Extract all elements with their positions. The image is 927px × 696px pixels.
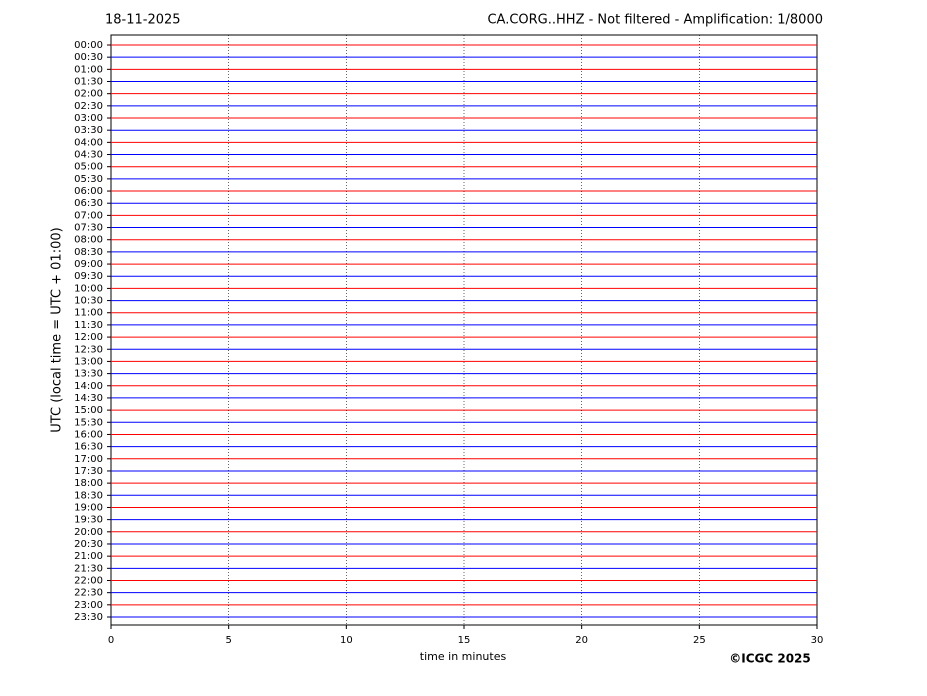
y-tick-label: 00:00 — [74, 40, 103, 51]
y-tick-label: 13:30 — [74, 369, 103, 380]
y-tick-label: 01:30 — [74, 77, 103, 88]
y-tick-label: 18:30 — [74, 490, 103, 501]
y-tick-label: 10:30 — [74, 296, 103, 307]
y-tick-label: 21:30 — [74, 563, 103, 574]
credit: ©ICGC 2025 — [729, 652, 811, 666]
y-tick-label: 17:00 — [74, 454, 103, 465]
y-tick-label: 03:30 — [74, 125, 103, 136]
y-tick-label: 05:30 — [74, 174, 103, 185]
y-tick-label: 03:00 — [74, 113, 103, 124]
y-tick-label: 17:30 — [74, 466, 103, 477]
y-tick-label: 14:00 — [74, 381, 103, 392]
x-tick-label: 20 — [575, 635, 588, 646]
y-tick-label: 19:00 — [74, 502, 103, 513]
y-tick-label: 04:30 — [74, 150, 103, 161]
y-tick-label: 09:00 — [74, 259, 103, 270]
x-tick-label: 25 — [693, 635, 706, 646]
y-tick-label: 18:00 — [74, 478, 103, 489]
y-tick-label: 04:00 — [74, 137, 103, 148]
y-tick-label: 23:00 — [74, 600, 103, 611]
y-tick-label: 07:00 — [74, 210, 103, 221]
y-tick-label: 08:30 — [74, 247, 103, 258]
y-tick-label: 12:00 — [74, 332, 103, 343]
chart-title: CA.CORG..HHZ - Not filtered - Amplificat… — [487, 13, 823, 28]
y-tick-label: 23:30 — [74, 612, 103, 623]
y-tick-label: 21:00 — [74, 551, 103, 562]
y-tick-label: 02:30 — [74, 101, 103, 112]
y-tick-label: 20:00 — [74, 527, 103, 538]
y-tick-label: 16:00 — [74, 429, 103, 440]
x-tick-label: 5 — [225, 635, 231, 646]
y-tick-label: 14:30 — [74, 393, 103, 404]
y-tick-label: 20:30 — [74, 539, 103, 550]
y-tick-label: 06:00 — [74, 186, 103, 197]
y-tick-label: 22:30 — [74, 588, 103, 599]
y-tick-label: 15:00 — [74, 405, 103, 416]
y-tick-label: 06:30 — [74, 198, 103, 209]
y-tick-label: 12:30 — [74, 344, 103, 355]
y-tick-label: 08:00 — [74, 235, 103, 246]
x-tick-label: 15 — [458, 635, 471, 646]
y-tick-label: 13:00 — [74, 356, 103, 367]
chart-date: 18-11-2025 — [105, 13, 181, 28]
y-tick-label: 22:00 — [74, 575, 103, 586]
y-tick-label: 01:00 — [74, 64, 103, 75]
y-tick-label: 15:30 — [74, 417, 103, 428]
y-tick-label: 00:30 — [74, 52, 103, 63]
y-tick-label: 05:00 — [74, 162, 103, 173]
x-axis-label: time in minutes — [420, 650, 507, 663]
y-axis-label: UTC (local time = UTC + 01:00) — [50, 227, 65, 432]
y-tick-label: 19:30 — [74, 515, 103, 526]
y-tick-label: 16:30 — [74, 442, 103, 453]
y-tick-label: 11:00 — [74, 308, 103, 319]
y-tick-label: 11:30 — [74, 320, 103, 331]
x-tick-label: 30 — [811, 635, 824, 646]
y-tick-label: 02:00 — [74, 89, 103, 100]
x-tick-label: 10 — [340, 635, 353, 646]
y-tick-label: 07:30 — [74, 223, 103, 234]
x-tick-label: 0 — [108, 635, 114, 646]
y-tick-label: 09:30 — [74, 271, 103, 282]
y-tick-label: 10:00 — [74, 283, 103, 294]
